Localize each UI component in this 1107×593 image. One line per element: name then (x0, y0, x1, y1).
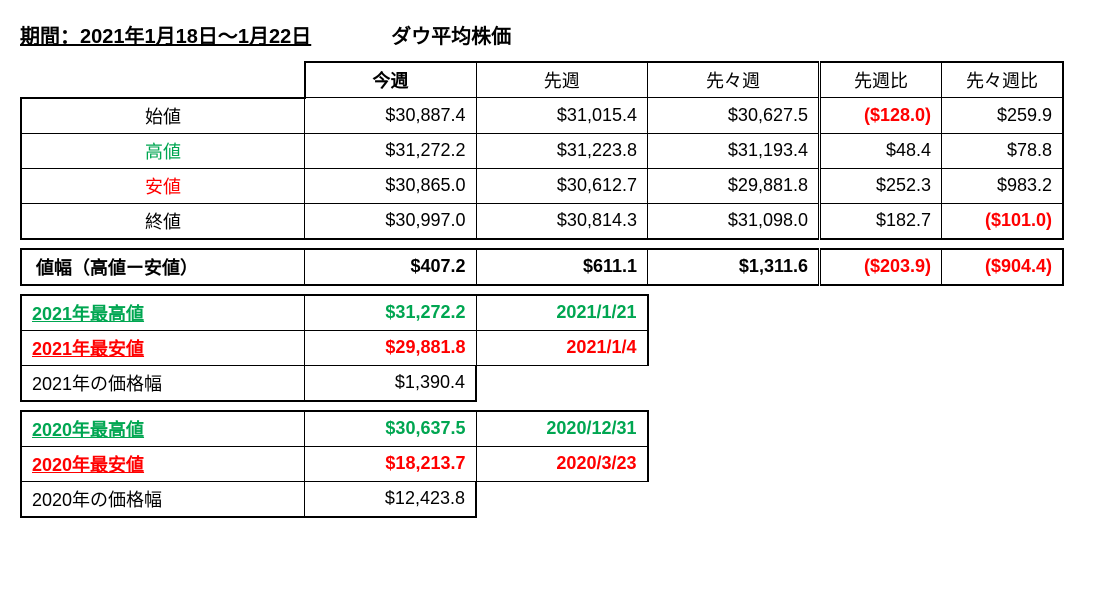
cell: $30,612.7 (476, 168, 648, 203)
col-two-weeks-ago: 先々週 (648, 62, 820, 98)
year-low-value: $18,213.7 (305, 446, 477, 481)
year-2020-low-row: 2020年最安値 $18,213.7 2020/3/23 (21, 446, 1063, 481)
year-low-label: 2021年最安値 (21, 330, 305, 365)
table-row: 始値 $30,887.4 $31,015.4 $30,627.5 ($128.0… (21, 98, 1063, 134)
row-label-close: 終値 (21, 203, 305, 239)
cell: $30,627.5 (648, 98, 820, 134)
year-low-date: 2020/3/23 (476, 446, 648, 481)
cell: ($128.0) (820, 98, 942, 134)
cell: ($904.4) (942, 249, 1064, 285)
year-2020-range-row: 2020年の価格幅 $12,423.8 (21, 481, 1063, 517)
col-vs-two-weeks: 先々週比 (942, 62, 1064, 98)
cell: $259.9 (942, 98, 1064, 134)
cell: ($203.9) (820, 249, 942, 285)
year-2021-high-row: 2021年最高値 $31,272.2 2021/1/21 (21, 295, 1063, 331)
year-high-value: $30,637.5 (305, 411, 477, 447)
main-table: 今週 先週 先々週 先週比 先々週比 始値 $30,887.4 $31,015.… (20, 61, 1064, 518)
cell: $31,098.0 (648, 203, 820, 239)
cell: $48.4 (820, 133, 942, 168)
cell: $983.2 (942, 168, 1064, 203)
year-low-value: $29,881.8 (305, 330, 477, 365)
cell: $30,887.4 (305, 98, 477, 134)
cell: $31,015.4 (476, 98, 648, 134)
cell: $1,311.6 (648, 249, 820, 285)
cell: $252.3 (820, 168, 942, 203)
row-label-open: 始値 (21, 98, 305, 134)
year-range-value: $12,423.8 (305, 481, 477, 517)
year-high-label: 2021年最高値 (21, 295, 305, 331)
year-low-date: 2021/1/4 (476, 330, 648, 365)
cell: $78.8 (942, 133, 1064, 168)
year-high-value: $31,272.2 (305, 295, 477, 331)
cell: $31,272.2 (305, 133, 477, 168)
year-range-label: 2021年の価格幅 (21, 365, 305, 401)
range-label: 値幅（高値ー安値） (21, 249, 305, 285)
table-row: 安値 $30,865.0 $30,612.7 $29,881.8 $252.3 … (21, 168, 1063, 203)
col-this-week: 今週 (305, 62, 477, 98)
cell: $31,193.4 (648, 133, 820, 168)
year-2020-high-row: 2020年最高値 $30,637.5 2020/12/31 (21, 411, 1063, 447)
header: 期間：2021年1月18日～1月22日 ダウ平均株価 (20, 20, 1087, 49)
cell: $30,814.3 (476, 203, 648, 239)
year-high-date: 2021/1/21 (476, 295, 648, 331)
col-vs-last-week: 先週比 (820, 62, 942, 98)
cell: $30,997.0 (305, 203, 477, 239)
cell: $182.7 (820, 203, 942, 239)
cell: ($101.0) (942, 203, 1064, 239)
cell: $611.1 (476, 249, 648, 285)
year-range-value: $1,390.4 (305, 365, 477, 401)
year-range-label: 2020年の価格幅 (21, 481, 305, 517)
range-row: 値幅（高値ー安値） $407.2 $611.1 $1,311.6 ($203.9… (21, 249, 1063, 285)
year-high-date: 2020/12/31 (476, 411, 648, 447)
year-high-label: 2020年最高値 (21, 411, 305, 447)
cell: $29,881.8 (648, 168, 820, 203)
row-label-low: 安値 (21, 168, 305, 203)
cell: $30,865.0 (305, 168, 477, 203)
cell: $407.2 (305, 249, 477, 285)
period-label: 期間：2021年1月18日～1月22日 (20, 20, 311, 49)
year-low-label: 2020年最安値 (21, 446, 305, 481)
year-2021-range-row: 2021年の価格幅 $1,390.4 (21, 365, 1063, 401)
year-2021-low-row: 2021年最安値 $29,881.8 2021/1/4 (21, 330, 1063, 365)
col-last-week: 先週 (476, 62, 648, 98)
index-title: ダウ平均株価 (391, 20, 511, 49)
row-label-high: 高値 (21, 133, 305, 168)
cell: $31,223.8 (476, 133, 648, 168)
table-row: 終値 $30,997.0 $30,814.3 $31,098.0 $182.7 … (21, 203, 1063, 239)
table-row: 高値 $31,272.2 $31,223.8 $31,193.4 $48.4 $… (21, 133, 1063, 168)
